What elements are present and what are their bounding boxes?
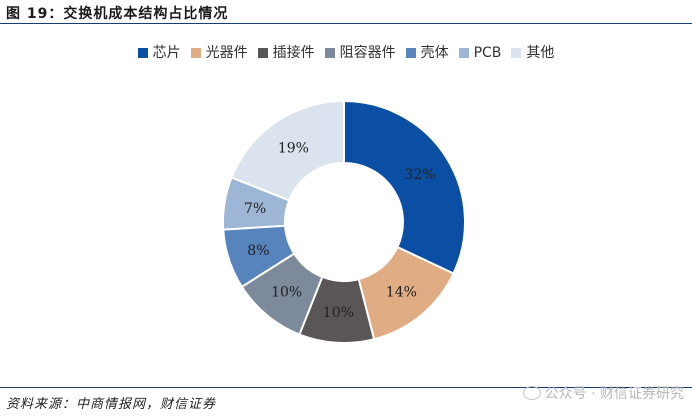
slice-label: 19% — [278, 141, 309, 157]
slice-label: 10% — [271, 284, 302, 300]
figure-title: 图 19：交换机成本结构占比情况 — [6, 6, 229, 22]
legend-item: 芯片 — [137, 42, 181, 62]
slice-label: 14% — [386, 284, 417, 300]
slice-label: 32% — [404, 167, 435, 183]
slice-label: 7% — [244, 201, 266, 217]
legend-label: 其他 — [526, 45, 555, 61]
wechat-icon — [522, 386, 541, 400]
figure-header: 图 19：交换机成本结构占比情况 — [0, 0, 692, 24]
legend-swatch — [511, 48, 522, 58]
legend-item: PCB — [458, 45, 502, 61]
legend-item: 壳体 — [405, 42, 449, 62]
watermark: 公众号 · 财信证券研究 — [522, 383, 684, 403]
legend-swatch — [137, 48, 148, 58]
legend-item: 其他 — [511, 42, 554, 62]
pie-slice — [343, 99, 466, 275]
slice-label: 10% — [323, 305, 354, 321]
chart-legend: 芯片 光器件 插接件 阻容器件 壳体 PCB 其他 — [0, 42, 692, 62]
legend-item: 插接件 — [257, 42, 315, 62]
footer-divider — [0, 387, 692, 388]
legend-item: 阻容器件 — [324, 42, 396, 62]
legend-label: 光器件 — [205, 45, 248, 61]
watermark-text: 公众号 · 财信证券研究 — [544, 386, 684, 402]
legend-swatch — [257, 48, 268, 58]
pie-slice — [230, 99, 345, 202]
legend-label: 芯片 — [152, 45, 181, 61]
legend-label: 壳体 — [420, 45, 449, 61]
legend-label: 阻容器件 — [339, 45, 396, 61]
legend-swatch — [190, 48, 201, 58]
source-note: 资料来源：中商情报网，财信证券 — [6, 397, 217, 412]
legend-swatch — [324, 48, 335, 58]
legend-swatch — [458, 48, 469, 58]
legend-item: 光器件 — [190, 42, 248, 62]
legend-swatch — [405, 48, 416, 58]
slice-label: 8% — [247, 243, 269, 259]
legend-label: PCB — [473, 45, 502, 61]
legend-label: 插接件 — [272, 45, 315, 61]
